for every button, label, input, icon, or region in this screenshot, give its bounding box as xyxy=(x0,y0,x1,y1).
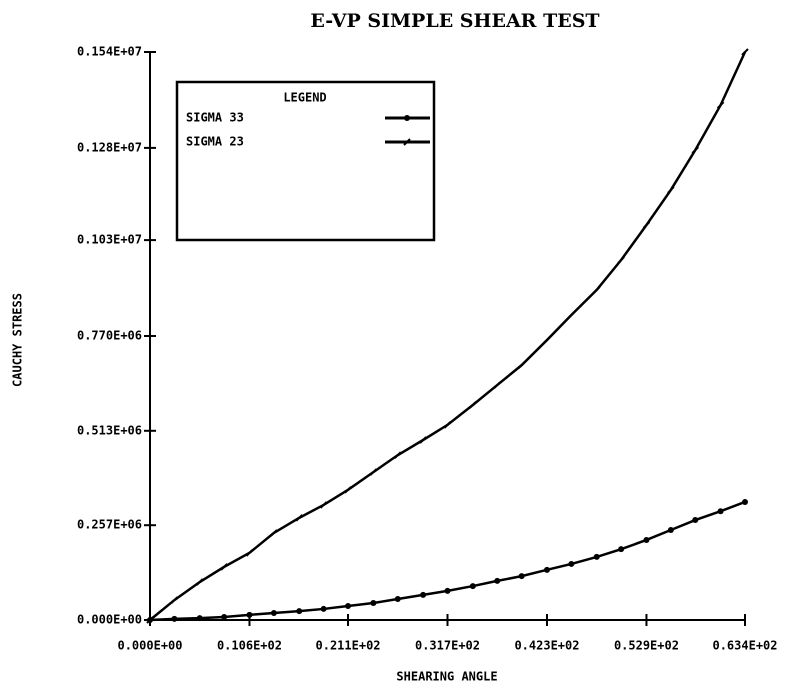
point xyxy=(394,595,401,602)
y-tick-label: 0.154E+07 xyxy=(77,45,142,59)
point xyxy=(717,508,724,515)
point xyxy=(320,605,327,612)
point xyxy=(443,421,452,429)
point xyxy=(419,436,427,444)
point xyxy=(568,560,575,567)
point xyxy=(691,146,699,154)
x-tick-label: 0.529E+02 xyxy=(614,639,679,653)
point xyxy=(170,596,179,604)
point xyxy=(296,608,303,615)
point xyxy=(618,546,625,553)
point xyxy=(543,566,550,573)
y-tick-label: 0.000E+00 xyxy=(77,613,142,627)
point xyxy=(196,578,204,586)
point xyxy=(221,614,228,621)
x-tick-label: 0.106E+02 xyxy=(217,639,282,653)
point xyxy=(567,311,576,319)
point xyxy=(270,609,277,616)
point xyxy=(741,48,749,56)
point xyxy=(220,563,228,571)
point xyxy=(593,286,601,294)
point xyxy=(493,381,501,389)
point xyxy=(444,587,451,594)
point xyxy=(196,615,203,622)
point xyxy=(319,501,328,509)
point xyxy=(295,514,303,522)
x-tick-label: 0.317E+02 xyxy=(415,639,480,653)
point xyxy=(270,529,278,537)
point xyxy=(593,553,600,560)
point xyxy=(344,486,352,494)
y-tick-label: 0.257E+06 xyxy=(77,518,142,532)
legend-marker xyxy=(403,138,411,146)
point xyxy=(494,577,501,584)
legend-title: LEGEND xyxy=(283,91,326,105)
x-tick-label: 0.423E+02 xyxy=(514,639,579,653)
legend-label: SIGMA 33 xyxy=(186,111,244,125)
point xyxy=(369,468,378,476)
y-tick-label: 0.103E+07 xyxy=(77,233,142,247)
point xyxy=(245,549,254,557)
point xyxy=(716,101,725,109)
y-tick-label: 0.128E+07 xyxy=(77,140,142,154)
point xyxy=(345,602,352,609)
y-tick-label: 0.513E+06 xyxy=(77,423,142,437)
point xyxy=(543,336,551,344)
legend-label: SIGMA 23 xyxy=(186,135,244,149)
point xyxy=(617,256,625,264)
point xyxy=(469,583,476,590)
point xyxy=(667,186,675,194)
series-line xyxy=(149,500,746,622)
x-tick-label: 0.211E+02 xyxy=(316,639,381,653)
x-axis-label: SHEARING ANGLE xyxy=(396,670,497,684)
x-tick-label: 0.634E+02 xyxy=(712,639,777,653)
y-tick-label: 0.770E+06 xyxy=(77,329,142,343)
point xyxy=(518,573,525,580)
point xyxy=(246,611,253,618)
point xyxy=(394,451,402,459)
point xyxy=(370,600,377,607)
point xyxy=(692,517,699,524)
point xyxy=(469,401,477,409)
point xyxy=(742,498,748,505)
point xyxy=(420,591,427,598)
point xyxy=(642,221,651,229)
legend-marker xyxy=(404,115,410,121)
point xyxy=(643,536,650,543)
point xyxy=(667,527,674,534)
chart-title: E-VP SIMPLE SHEAR TEST xyxy=(310,10,599,32)
legend-box xyxy=(175,80,436,242)
x-tick-label: 0.000E+00 xyxy=(117,639,182,653)
y-axis-label: CAUCHY STRESS xyxy=(11,293,25,387)
point xyxy=(171,615,178,622)
point xyxy=(146,616,154,624)
point xyxy=(517,361,526,369)
